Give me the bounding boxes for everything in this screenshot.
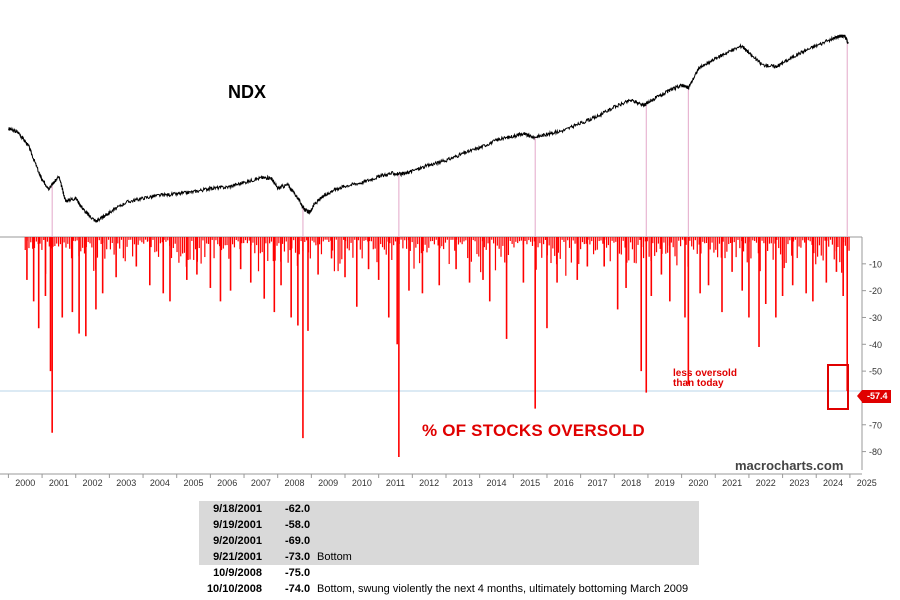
x-tick-label: 2021 xyxy=(722,478,742,488)
x-tick-label: 2022 xyxy=(756,478,776,488)
x-tick-label: 2001 xyxy=(49,478,69,488)
y-tick-label: -70 xyxy=(869,420,882,430)
x-tick-label: 2017 xyxy=(587,478,607,488)
table-date: 9/21/2001 xyxy=(199,549,265,565)
x-tick-label: 2008 xyxy=(285,478,305,488)
y-tick-label: -30 xyxy=(869,313,882,323)
x-tick-label: 2013 xyxy=(453,478,473,488)
ndx-title: NDX xyxy=(228,82,267,102)
table-note xyxy=(314,565,699,581)
x-tick-label: 2024 xyxy=(823,478,843,488)
watermark: macrocharts.com xyxy=(735,458,844,473)
x-tick-label: 2023 xyxy=(789,478,809,488)
table-row: 9/19/2001 -58.0 xyxy=(199,517,699,533)
x-tick-label: 2003 xyxy=(116,478,136,488)
table-date: 10/10/2008 xyxy=(206,583,262,595)
table-value: -62.0 xyxy=(265,501,314,517)
x-tick-label: 2000 xyxy=(15,478,35,488)
annotation-line-1: less oversold xyxy=(673,368,737,379)
x-tick-label: 2020 xyxy=(688,478,708,488)
x-tick-label: 2016 xyxy=(554,478,574,488)
oversold-title: % OF STOCKS OVERSOLD xyxy=(422,421,645,440)
y-tick-label: -50 xyxy=(869,367,882,377)
table-row: 10/9/2008 -75.0 xyxy=(199,565,699,581)
table-date: 10/9/2008 xyxy=(213,567,262,579)
x-tick-label: 2025 xyxy=(857,478,877,488)
table-row: 10/10/2008 -74.0 Bottom, swung violently… xyxy=(199,581,699,597)
x-tick-label: 2005 xyxy=(184,478,204,488)
current-value-badge: -57.4 xyxy=(857,390,891,403)
y-tick-label: -40 xyxy=(869,340,882,350)
table-value: -58.0 xyxy=(265,517,314,533)
x-tick-label: 2006 xyxy=(217,478,237,488)
x-tick-label: 2019 xyxy=(655,478,675,488)
table-row: 9/20/2001 -69.0 xyxy=(199,533,699,549)
x-tick-label: 2015 xyxy=(520,478,540,488)
chart-area: -10-20-30-40-50-60-70-802000200120022003… xyxy=(0,34,882,488)
table-note: Bottom xyxy=(314,549,699,565)
table-note xyxy=(314,501,699,517)
table-note xyxy=(314,517,699,533)
table-note xyxy=(314,533,699,549)
y-tick-label: -10 xyxy=(869,259,882,269)
table-date: 9/20/2001 xyxy=(199,533,265,549)
current-highlight-box xyxy=(827,364,849,410)
y-tick-label: -20 xyxy=(869,286,882,296)
table-row: 9/21/2001 -73.0 Bottom xyxy=(199,549,699,565)
table-value: -74.0 xyxy=(285,583,311,595)
x-tick-label: 2009 xyxy=(318,478,338,488)
x-tick-label: 2011 xyxy=(386,478,405,488)
x-tick-label: 2002 xyxy=(83,478,103,488)
x-tick-label: 2004 xyxy=(150,478,170,488)
annotation-line-2: than today xyxy=(673,378,724,389)
table-value: -69.0 xyxy=(265,533,314,549)
ndx-price-line xyxy=(7,34,849,223)
x-tick-label: 2010 xyxy=(352,478,372,488)
x-tick-label: 2014 xyxy=(486,478,506,488)
annotation-less-oversold: less oversold than today xyxy=(673,369,737,389)
x-tick-label: 2012 xyxy=(419,478,439,488)
table-row: 9/18/2001 -62.0 xyxy=(199,501,699,517)
table-value: -75.0 xyxy=(285,567,311,579)
y-tick-label: -80 xyxy=(869,447,882,457)
table-date: 9/19/2001 xyxy=(199,517,265,533)
table-date: 9/18/2001 xyxy=(199,501,265,517)
x-tick-label: 2007 xyxy=(251,478,271,488)
events-table: 9/18/2001 -62.0 9/19/2001 -58.0 9/20/200… xyxy=(199,501,699,597)
table-value: -73.0 xyxy=(265,549,314,565)
table-note: Bottom, swung violently the next 4 month… xyxy=(317,583,689,595)
x-tick-label: 2018 xyxy=(621,478,641,488)
